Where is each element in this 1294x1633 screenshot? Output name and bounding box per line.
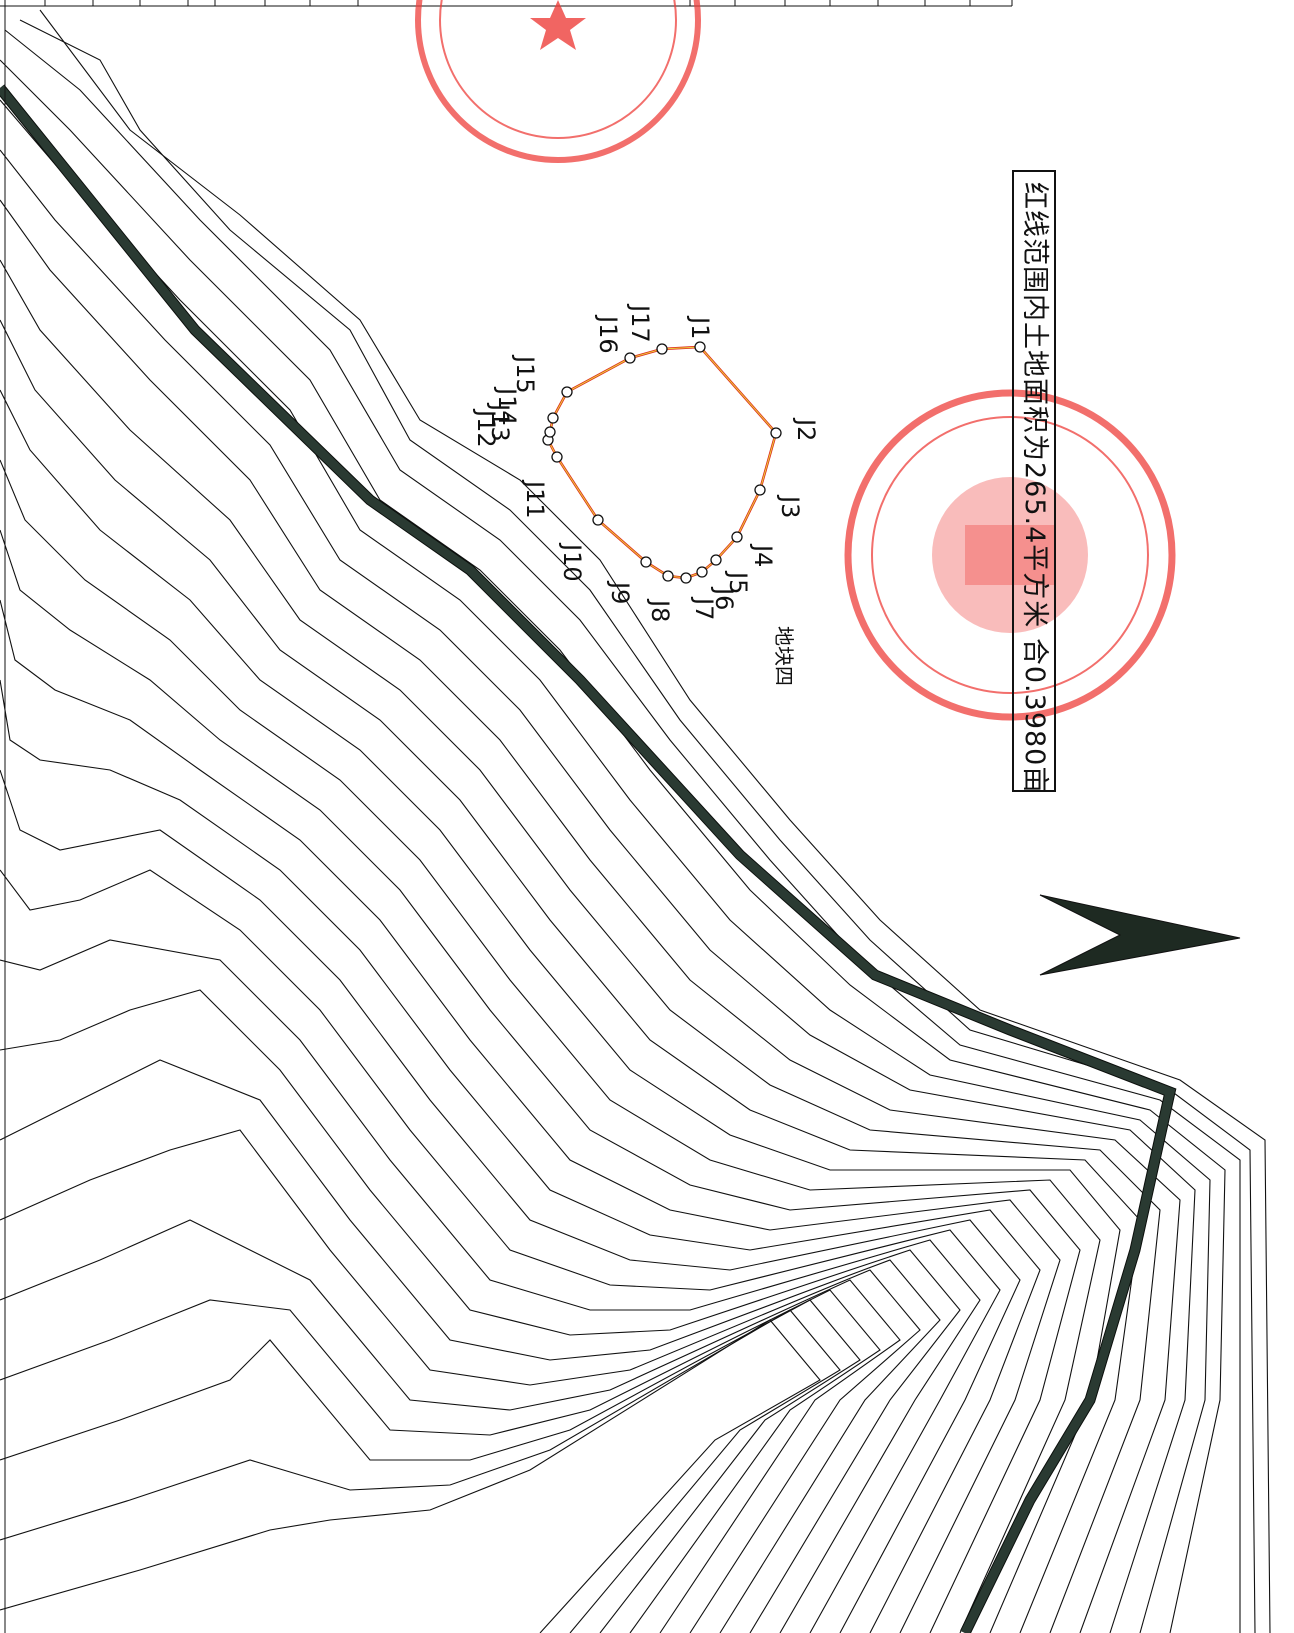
vertex-marker-j16 — [624, 352, 636, 364]
north-arrow-icon — [1039, 894, 1241, 976]
vertex-label-j15: J15 — [511, 354, 539, 394]
vertex-label-j8: J8 — [646, 598, 674, 622]
vertex-label-j3: J3 — [776, 494, 804, 518]
vertex-marker-j4 — [731, 531, 743, 543]
vertex-label-j5: J5 — [724, 570, 752, 594]
parcel-name-label: 地块四 — [772, 626, 796, 686]
vertex-marker-j17 — [656, 343, 668, 355]
company-seal-icon — [415, 0, 701, 163]
area-note-box: 红线范围内土地面积为265.4平方米 合0.3980亩 — [1012, 170, 1056, 794]
vertex-label-j11: J11 — [521, 479, 549, 519]
vertex-label-j7: J7 — [690, 596, 718, 620]
vertex-label-j4: J4 — [749, 543, 777, 567]
vertex-label-j1: J1 — [686, 315, 714, 339]
road-line — [0, 84, 1177, 1633]
top-ruler — [0, 0, 1013, 7]
vertex-marker-j3 — [754, 484, 766, 496]
vertex-label-j12: J12 — [472, 408, 500, 448]
vertex-marker-j14 — [547, 412, 559, 424]
contour-lines — [0, 9, 1271, 1633]
vertex-marker-j5 — [710, 554, 722, 566]
vertex-label-j2: J2 — [792, 417, 820, 441]
vertex-marker-j2 — [770, 427, 782, 439]
vertex-label-j9: J9 — [606, 580, 634, 604]
vertex-marker-j10 — [592, 514, 604, 526]
vertex-marker-j6 — [696, 566, 708, 578]
vertex-marker-j1 — [694, 341, 706, 353]
government-seal-icon — [844, 389, 1176, 721]
vertex-label-j6: J6 — [710, 586, 738, 610]
vertex-marker-j7 — [680, 572, 692, 584]
vertex-label-j14: J14 — [493, 386, 521, 426]
vertex-label-j10: J10 — [558, 542, 586, 582]
vertex-label-j17: J17 — [626, 303, 654, 343]
vertex-marker-j15 — [561, 386, 573, 398]
vertex-label-j16: J16 — [594, 314, 622, 354]
area-note-text: 红线范围内土地面积为265.4平方米 合0.3980亩 — [1019, 182, 1050, 795]
vertex-marker-j11 — [551, 451, 563, 463]
vertex-marker-j13 — [544, 426, 556, 438]
vertex-marker-j9 — [640, 556, 652, 568]
vertex-marker-j8 — [662, 570, 674, 582]
vertex-label-j13: J13 — [486, 402, 514, 442]
